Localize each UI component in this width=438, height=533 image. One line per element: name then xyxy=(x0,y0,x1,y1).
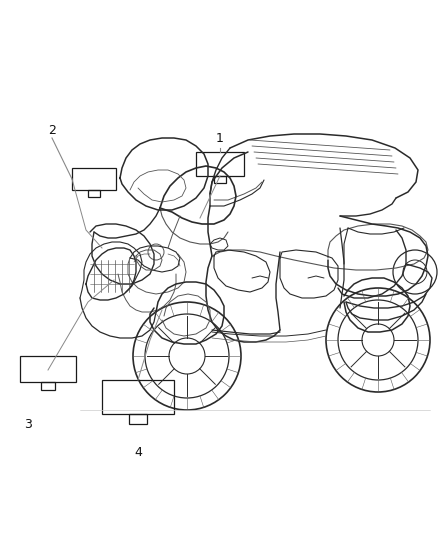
Bar xyxy=(72,168,116,190)
Bar xyxy=(88,190,100,197)
Bar xyxy=(41,382,55,390)
Text: 2: 2 xyxy=(48,124,56,136)
Bar xyxy=(129,414,147,424)
Bar xyxy=(196,152,244,176)
Text: 1: 1 xyxy=(216,132,224,144)
Bar xyxy=(20,356,76,382)
Text: 3: 3 xyxy=(24,417,32,431)
Bar xyxy=(214,176,226,183)
Bar xyxy=(102,380,174,414)
Text: 4: 4 xyxy=(134,446,142,458)
